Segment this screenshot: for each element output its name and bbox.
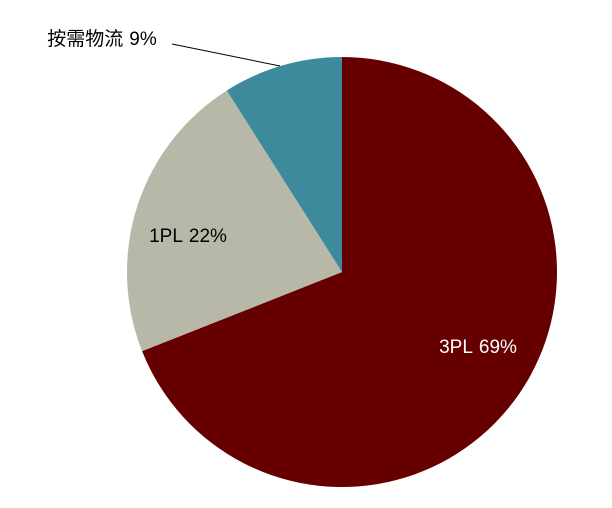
leader-line xyxy=(171,43,281,67)
data-label: 按需物流 9% xyxy=(47,28,157,50)
category-label: 按需物流 xyxy=(47,28,123,50)
pie-slice xyxy=(142,57,557,488)
category-label: 1PL xyxy=(149,226,183,247)
pie-slice xyxy=(226,57,342,272)
category-label: 3PL xyxy=(439,337,473,358)
pie-slice xyxy=(127,90,342,352)
data-label: 1PL 22% xyxy=(149,226,227,247)
value-label: 22% xyxy=(189,226,227,247)
value-label: 69% xyxy=(479,337,517,358)
data-label: 3PL 69% xyxy=(439,337,517,358)
value-label: 9% xyxy=(129,29,157,50)
